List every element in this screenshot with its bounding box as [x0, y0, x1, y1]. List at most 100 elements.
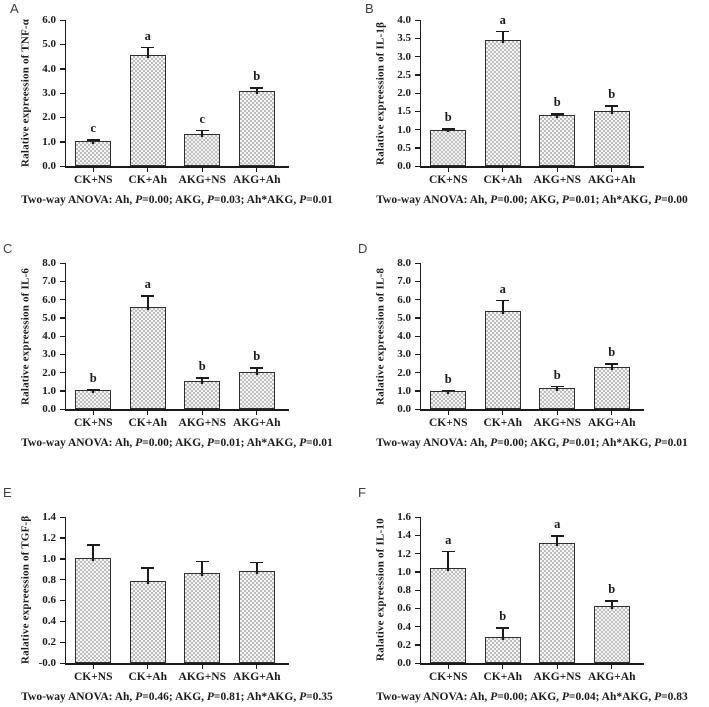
y-tick: [414, 644, 420, 646]
panel-letter-C: C: [3, 241, 13, 256]
x-category-label: CK+NS: [73, 174, 113, 186]
x-tick: [92, 410, 94, 415]
y-tick: [59, 390, 65, 392]
y-tick: [59, 641, 65, 644]
x-tick: [502, 167, 504, 172]
bar-AKG+Ah: [238, 90, 275, 166]
y-tick: [414, 662, 420, 664]
x-category-label: AKG+Ah: [588, 174, 636, 186]
bar-CK+Ah: [484, 311, 521, 409]
y-axis-line: [419, 517, 421, 665]
y-tick-label: 1.0: [397, 565, 411, 578]
anova-annotation: Two-way ANOVA: Ah, P=0.46; AKG, P=0.81; …: [21, 691, 333, 703]
error-bar-cap: [250, 367, 264, 369]
y-tick-label: 3.0: [42, 348, 56, 361]
error-bar-cap: [605, 363, 619, 365]
significance-letter: b: [553, 95, 561, 110]
error-bar-cap: [86, 139, 100, 141]
y-tick: [414, 56, 420, 58]
y-tick: [59, 353, 65, 356]
x-category-label: CK+NS: [428, 174, 468, 186]
error-bar-cap: [141, 46, 155, 49]
error-bar: [146, 294, 149, 310]
y-tick: [59, 317, 65, 319]
y-tick: [414, 571, 420, 573]
y-tick: [414, 262, 420, 264]
x-category-label: CK+Ah: [128, 174, 168, 186]
y-tick-label: 4.0: [397, 14, 411, 26]
error-bar: [92, 139, 95, 145]
y-tick-label: 1.5: [397, 105, 411, 118]
y-tick-label: 5.0: [397, 311, 411, 324]
x-category-label: CK+Ah: [128, 671, 168, 683]
x-category-label: CK+NS: [428, 417, 468, 429]
y-tick: [414, 516, 420, 518]
x-tick: [611, 410, 613, 415]
error-bar: [610, 600, 613, 610]
y-tick: [414, 280, 420, 283]
error-bar-cap: [441, 389, 455, 392]
error-bar: [255, 86, 258, 94]
y-tick-label: 1.4: [397, 529, 411, 542]
y-tick: [59, 579, 65, 581]
error-bar: [255, 367, 258, 375]
y-axis-line: [64, 263, 66, 411]
y-tick: [414, 553, 420, 555]
significance-letter: a: [144, 276, 151, 291]
x-axis-line: [64, 166, 289, 168]
x-category-label: AKG+Ah: [233, 417, 281, 429]
x-category-label: CK+NS: [428, 671, 468, 683]
y-tick: [414, 607, 420, 610]
x-category-label: CK+Ah: [128, 417, 168, 429]
y-tick-label: 3.5: [397, 32, 411, 45]
error-bar: [255, 561, 258, 575]
x-category-label: AKG+Ah: [233, 671, 281, 683]
error-bar-cap: [550, 535, 564, 537]
x-category-label: AKG+NS: [533, 417, 581, 429]
y-tick: [414, 19, 420, 21]
y-tick-label: 0.6: [397, 602, 411, 615]
panel-letter-E: E: [3, 485, 12, 500]
y-tick: [59, 299, 65, 301]
significance-letter: a: [554, 517, 561, 532]
x-axis-line: [64, 409, 289, 411]
bar-AKG+NS: [184, 134, 221, 166]
y-tick: [414, 37, 420, 40]
bar-CK+Ah: [484, 636, 521, 663]
y-tick: [414, 92, 420, 94]
x-category-label: AKG+NS: [178, 417, 226, 429]
y-tick-label: 0.5: [397, 141, 411, 154]
panel-letter-B: B: [365, 1, 374, 16]
bar-CK+Ah: [129, 306, 166, 409]
error-bar-cap: [496, 30, 510, 33]
panel-A: A Ralative expreession of TNF-α 6.0 5.0 4.0 3…: [0, 0, 354, 230]
y-tick-label: 7.0: [42, 275, 56, 288]
bar-AKG+NS: [184, 573, 221, 663]
significance-letter: c: [199, 111, 206, 126]
y-tick-label: 1.2: [397, 547, 411, 560]
x-category-label: CK+Ah: [483, 671, 523, 683]
y-tick-label: 7.0: [397, 275, 411, 288]
x-axis-line: [419, 663, 644, 665]
panel-B: B Ralative expreession of IL-1β 4.0 3.5 3.0 2…: [355, 0, 709, 230]
y-tick: [59, 599, 65, 602]
x-tick: [447, 664, 449, 669]
significance-letter: b: [253, 349, 261, 364]
x-category-label: AKG+Ah: [233, 174, 281, 186]
y-tick-label: -0.0: [38, 657, 56, 669]
y-tick-label: 0.0: [397, 657, 411, 669]
x-tick: [201, 167, 203, 172]
error-bar: [447, 128, 450, 133]
panel-letter-A: A: [10, 1, 19, 16]
significance-letter: b: [608, 345, 616, 360]
y-tick-label: 0.0: [42, 160, 56, 172]
x-tick: [92, 167, 94, 172]
error-bar: [201, 377, 204, 384]
y-tick-label: 1.0: [42, 135, 56, 148]
error-bar: [556, 113, 559, 118]
x-tick: [502, 664, 504, 669]
error-bar: [501, 30, 504, 44]
y-tick: [414, 129, 420, 131]
y-tick: [414, 353, 420, 356]
error-bar: [556, 535, 559, 546]
